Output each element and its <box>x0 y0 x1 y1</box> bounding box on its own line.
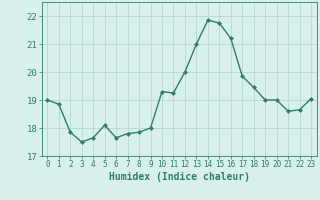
X-axis label: Humidex (Indice chaleur): Humidex (Indice chaleur) <box>109 172 250 182</box>
